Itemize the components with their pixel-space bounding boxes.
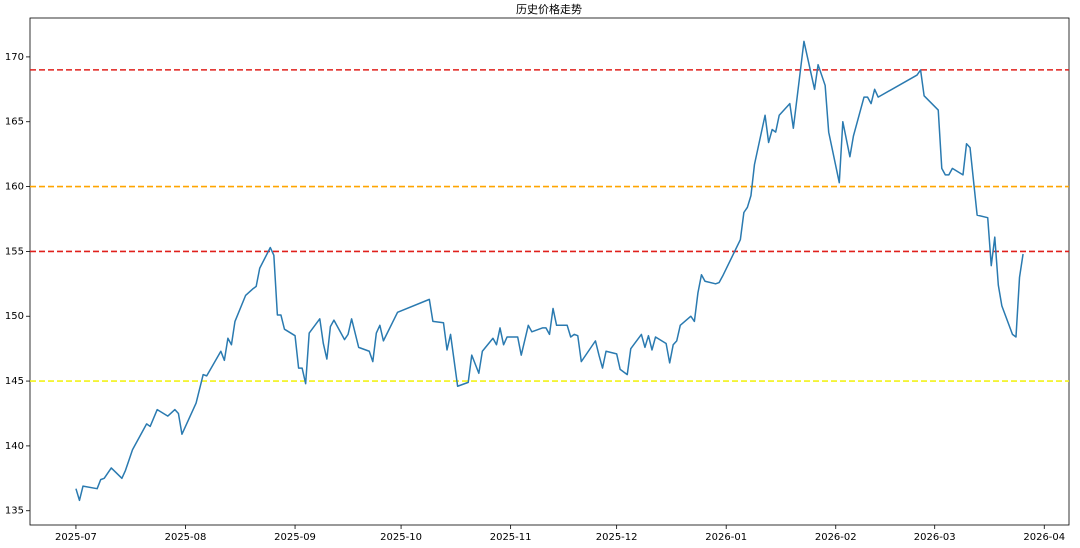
x-tick-label: 2025-08 [165,532,207,543]
chart-title: 历史价格走势 [516,2,582,16]
x-tick-label: 2026-04 [1023,532,1065,543]
x-tick-label: 2025-12 [596,532,638,543]
y-tick-label: 160 [5,182,24,193]
x-tick-label: 2025-10 [380,532,422,543]
x-tick-label: 2026-01 [705,532,747,543]
price-line [75,40,1024,502]
y-tick-label: 140 [5,441,24,452]
x-tick-label: 2026-02 [815,532,857,543]
x-tick-label: 2025-11 [490,532,532,543]
x-tick-label: 2025-07 [55,532,97,543]
x-tick-label: 2026-03 [914,532,956,543]
y-tick-label: 165 [5,117,24,128]
y-tick-label: 155 [5,246,24,257]
y-tick-label: 145 [5,376,24,387]
y-tick-label: 135 [5,506,24,517]
y-tick-label: 150 [5,311,24,322]
x-tick-label: 2025-09 [274,532,316,543]
y-tick-label: 170 [5,52,24,63]
plot-frame [29,17,1070,526]
